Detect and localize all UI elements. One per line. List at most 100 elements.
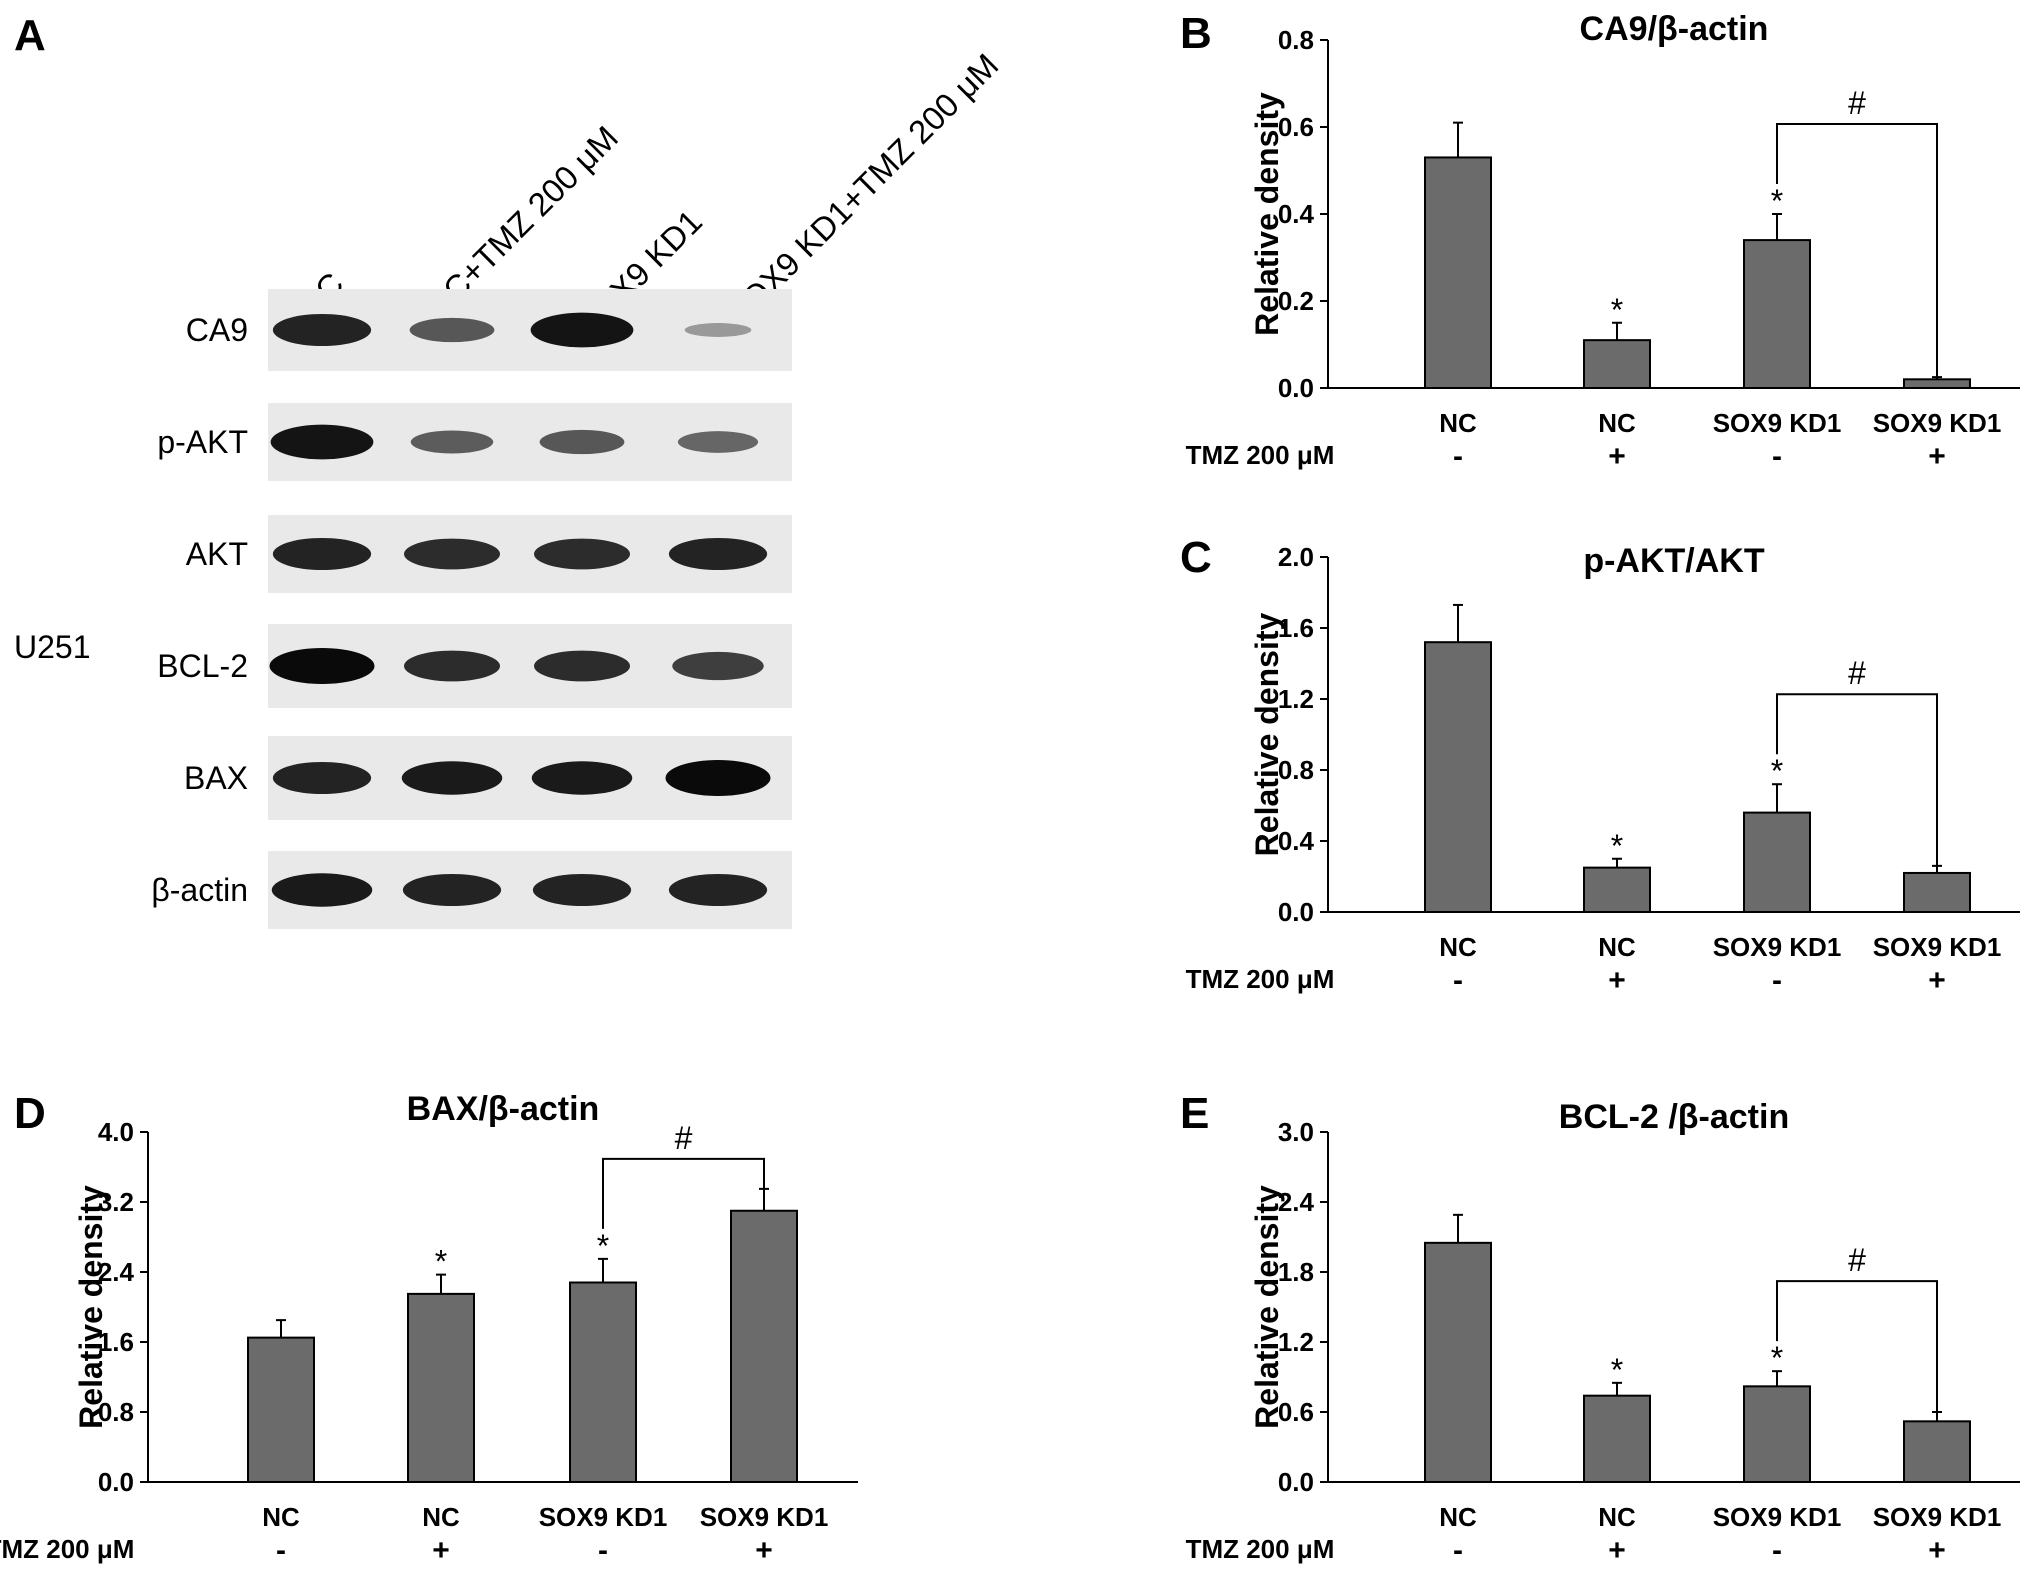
- bar-2: [1583, 1394, 1651, 1483]
- y-axis-label: Relative density: [1249, 612, 1285, 856]
- significance-marker-2: *: [1611, 828, 1623, 864]
- treatment-sign-3: -: [1772, 964, 1782, 997]
- y-tick-label: 0.6: [1278, 1397, 1314, 1427]
- treatment-sign-4: +: [755, 1534, 773, 1567]
- chart-bcl2: E BCL-2 /β-actin Relative density 0.0 0.6 1.2…: [1180, 1089, 2020, 1567]
- y-tick-label: 1.2: [1278, 1327, 1314, 1357]
- y-tick-label: 0.0: [1278, 373, 1314, 403]
- treatment-sign-2: +: [1608, 964, 1626, 997]
- band-p-akt-lane-1: [270, 424, 374, 460]
- bar-4: [1903, 378, 1971, 389]
- y-axis-label: Relative density: [1249, 1185, 1285, 1429]
- category-label-4: SOX9 KD1: [1873, 1502, 2002, 1532]
- band-p-akt-lane-3: [539, 429, 625, 455]
- treatment-sign-3: -: [1772, 1534, 1782, 1567]
- category-label-1: NC: [1439, 932, 1477, 962]
- band-akt-lane-3: [534, 538, 630, 570]
- significance-marker-3: *: [1771, 1340, 1783, 1376]
- category-label-3: SOX9 KD1: [539, 1502, 668, 1532]
- category-label-4: SOX9 KD1: [700, 1502, 829, 1532]
- band-akt-lane-1: [272, 537, 372, 571]
- panel-letter-b: B: [1180, 9, 1212, 58]
- band-bax-lane-2: [401, 761, 503, 795]
- bracket-marker: #: [675, 1120, 693, 1156]
- bar-1: [1424, 641, 1492, 913]
- bar-3: [569, 1281, 637, 1483]
- chart-title: CA9/β-actin: [1580, 10, 1769, 48]
- y-tick-label: 0.0: [1278, 897, 1314, 927]
- significance-marker-3: *: [1771, 183, 1783, 219]
- band-bcl-2-lane-2: [404, 650, 500, 682]
- band-label-actin: β-actin: [151, 872, 248, 908]
- treatment-sign-1: -: [1453, 964, 1463, 997]
- y-axis-label: Relative density: [1249, 92, 1285, 336]
- treatment-sign-1: -: [1453, 440, 1463, 473]
- treatment-sign-2: +: [1608, 1534, 1626, 1567]
- band-akt-lane-4: [668, 537, 768, 571]
- y-tick-label: 0.2: [1278, 286, 1314, 316]
- band-bcl-2-lane-3: [534, 650, 630, 682]
- treatment-label: TMZ 200 μM: [1186, 964, 1335, 994]
- category-label-2: NC: [1598, 1502, 1636, 1532]
- band-bcl-2-lane-1: [269, 648, 375, 684]
- band-label-bax: BAX: [184, 760, 248, 796]
- band-actin-lane-1: [271, 873, 373, 907]
- treatment-label: TMZ 200 μM: [0, 1534, 134, 1564]
- category-label-3: SOX9 KD1: [1713, 408, 1842, 438]
- y-axis-label: Relative density: [73, 1185, 109, 1429]
- treatment-sign-2: +: [1608, 440, 1626, 473]
- band-ca9-lane-4: [684, 323, 752, 337]
- comparison-bracket: [1776, 1280, 1938, 1412]
- panel-letter-c: C: [1180, 533, 1212, 582]
- significance-marker-2: *: [1611, 1352, 1623, 1388]
- treatment-sign-1: -: [276, 1534, 286, 1567]
- cell-line-label: U251: [14, 629, 91, 665]
- bar-1: [1424, 1241, 1492, 1484]
- western-blot-panel: A U251 NC NC+TMZ 200 μM SOX9 KD1 SOX9 KD…: [14, 11, 1005, 929]
- band-label-p-akt: p-AKT: [157, 424, 248, 460]
- y-tick-label: 1.6: [98, 1327, 134, 1357]
- panel-letter-d: D: [14, 1089, 46, 1138]
- bar-3: [1743, 239, 1811, 389]
- chart-title: BAX/β-actin: [407, 1090, 600, 1128]
- band-label-akt: AKT: [186, 536, 248, 572]
- blot-rows: CA9 p-AKT AKT BCL-2 BAX β-actin: [151, 289, 792, 929]
- band-ca9-lane-3: [530, 312, 634, 348]
- category-label-3: SOX9 KD1: [1713, 1502, 1842, 1532]
- category-label-1: NC: [1439, 408, 1477, 438]
- y-tick-label: 1.6: [1278, 613, 1314, 643]
- y-tick-label: 2.4: [98, 1257, 135, 1287]
- category-label-3: SOX9 KD1: [1713, 932, 1842, 962]
- bracket-marker: #: [1848, 1242, 1866, 1278]
- y-tick-label: 0.8: [1278, 755, 1314, 785]
- chart-bax: D BAX/β-actin Relative density 0.0 0.8 1.6 2.4…: [0, 1089, 858, 1567]
- band-actin-lane-3: [532, 873, 632, 907]
- y-tick-label: 3.2: [98, 1187, 134, 1217]
- significance-marker-2: *: [1611, 292, 1623, 328]
- category-label-4: SOX9 KD1: [1873, 932, 2002, 962]
- treatment-sign-3: -: [598, 1534, 608, 1567]
- y-tick-label: 0.0: [98, 1467, 134, 1497]
- y-tick-label: 0.6: [1278, 112, 1314, 142]
- bar-3: [1743, 811, 1811, 913]
- band-ca9-lane-1: [272, 313, 372, 347]
- treatment-sign-4: +: [1928, 1534, 1946, 1567]
- significance-marker-2: *: [435, 1244, 447, 1280]
- bar-1: [1424, 156, 1492, 389]
- bar-4: [1903, 1420, 1971, 1484]
- band-actin-lane-4: [668, 873, 768, 907]
- treatment-sign-3: -: [1772, 440, 1782, 473]
- bar-3: [1743, 1385, 1811, 1484]
- band-label-bcl-2: BCL-2: [157, 648, 248, 684]
- band-ca9-lane-2: [409, 317, 495, 343]
- band-p-akt-lane-4: [677, 431, 759, 453]
- band-bax-lane-4: [665, 760, 771, 796]
- band-bcl-2-lane-4: [672, 651, 764, 681]
- treatment-sign-4: +: [1928, 964, 1946, 997]
- band-akt-lane-2: [404, 538, 500, 570]
- treatment-sign-1: -: [1453, 1534, 1463, 1567]
- y-tick-label: 0.0: [1278, 1467, 1314, 1497]
- panel-letter-a: A: [14, 11, 46, 60]
- treatment-sign-4: +: [1928, 440, 1946, 473]
